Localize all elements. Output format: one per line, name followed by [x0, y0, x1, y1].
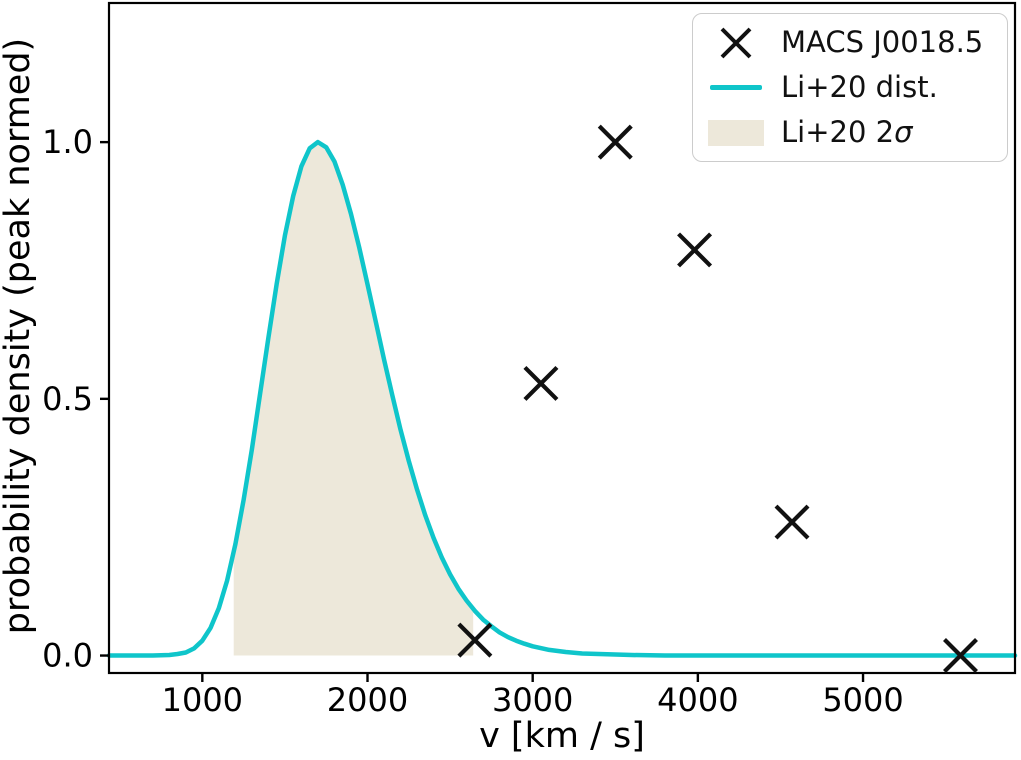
data-marker-x	[943, 638, 978, 674]
data-marker-x	[523, 365, 559, 401]
x-axis-label: v [km / s]	[479, 716, 645, 756]
legend-label-macs: MACS J0018.5	[781, 25, 984, 59]
x-tick-label: 5000	[822, 681, 903, 719]
sigma-region	[233, 142, 474, 656]
x-tick-label: 1000	[162, 681, 243, 719]
data-marker-x	[597, 124, 633, 160]
y-tick-label: 1.0	[42, 123, 93, 161]
legend-item-2sigma: Li+20 2σ	[705, 111, 1007, 155]
patch-swatch-icon	[705, 119, 767, 146]
legend-item-dist: Li+20 dist.	[705, 66, 1007, 110]
data-marker-x	[677, 232, 713, 268]
distribution-curve	[106, 139, 1018, 658]
data-marker-x	[774, 504, 810, 540]
x-tick-label: 2000	[327, 681, 408, 719]
y-axis-label: probability density (peak normed)	[0, 37, 38, 635]
x-tick-label: 4000	[657, 681, 738, 719]
y-tick-label: 0.5	[42, 380, 93, 418]
legend-item-macs: MACS J0018.5	[705, 21, 1007, 65]
plot-spines	[107, 1, 1017, 675]
line-swatch-icon	[705, 85, 767, 90]
legend-label-dist: Li+20 dist.	[781, 70, 938, 104]
x-tick-label: 3000	[492, 681, 573, 719]
x-marker-icon	[705, 24, 767, 62]
legend-label-2sigma: Li+20 2σ	[781, 115, 913, 149]
y-tick-label: 0.0	[42, 637, 93, 675]
legend: MACS J0018.5 Li+20 dist. Li+20 2σ	[692, 13, 1008, 162]
data-marker-x	[457, 622, 493, 658]
